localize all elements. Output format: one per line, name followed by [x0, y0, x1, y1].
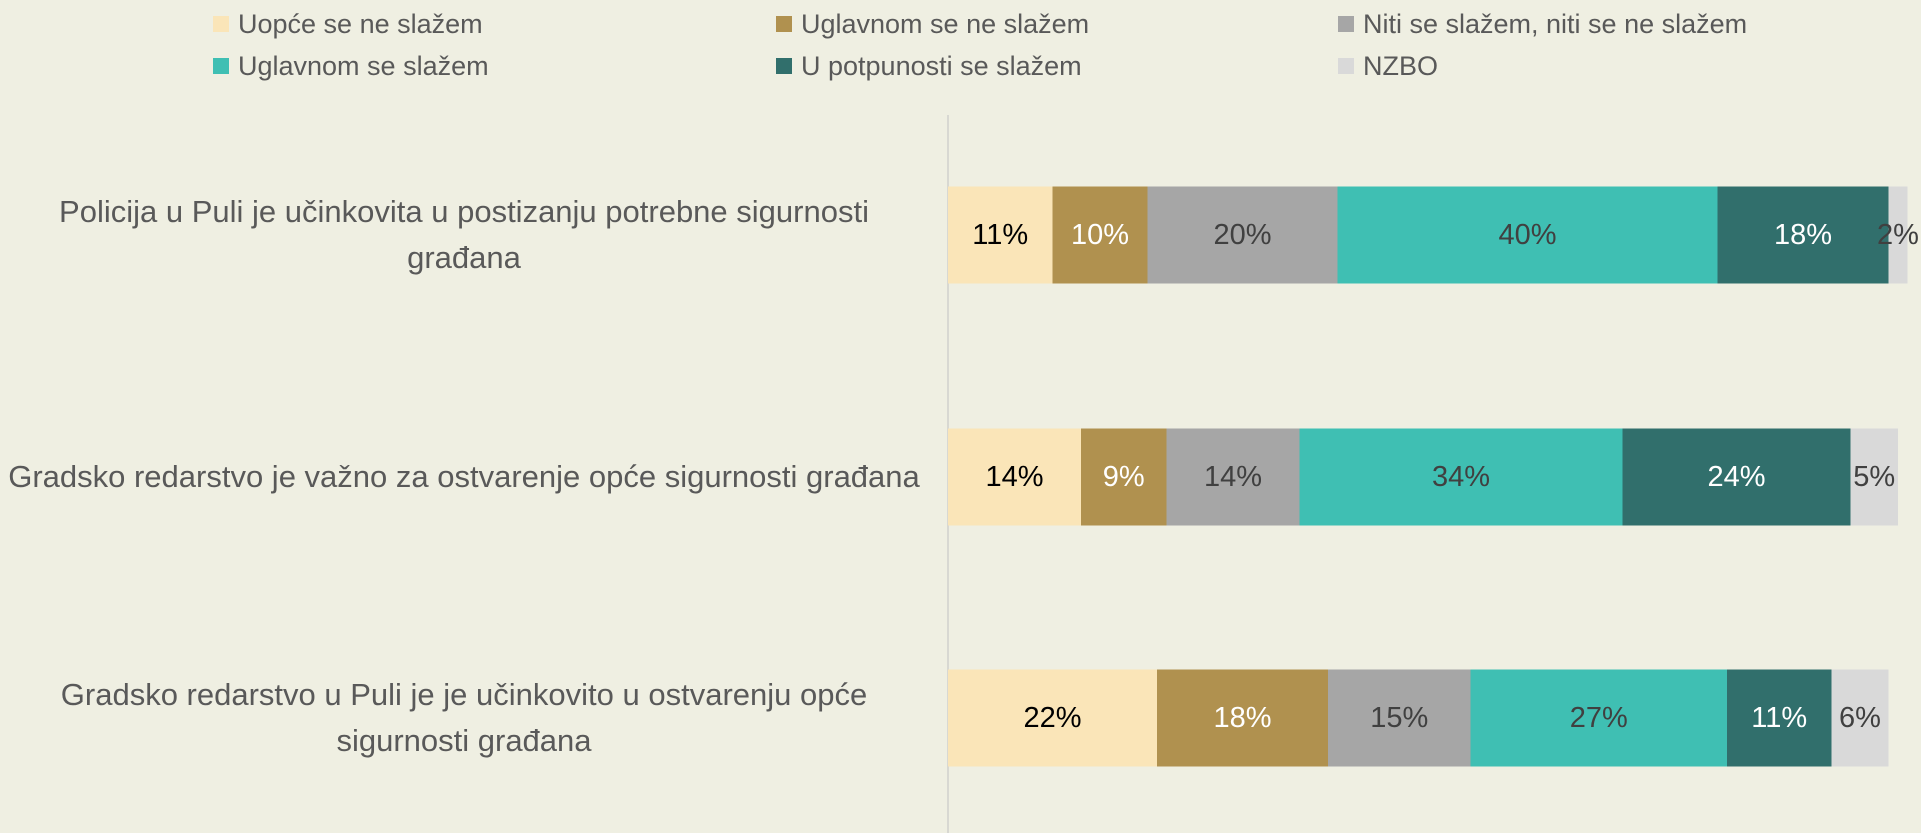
category-label: Gradsko redarstvo je važno za ostvarenje…	[8, 459, 920, 494]
bar-segment	[1888, 186, 1908, 284]
data-label: 11%	[972, 219, 1028, 251]
data-label: 34%	[1432, 461, 1490, 493]
data-label: 10%	[1071, 219, 1129, 251]
data-label: 15%	[1370, 702, 1428, 734]
category-label: Gradsko redarstvo u Puli je je učinkovit…	[60, 677, 868, 758]
legend-swatch	[1338, 58, 1354, 74]
legend-swatch	[776, 16, 792, 32]
category-label: Policija u Puli je učinkovita u postizan…	[59, 194, 869, 275]
bar-segment	[1147, 186, 1338, 284]
bar-segment	[1727, 669, 1832, 767]
data-label: 14%	[1204, 461, 1262, 493]
legend-label: U potpunosti se slažem	[801, 51, 1082, 81]
data-label: 14%	[985, 461, 1043, 493]
bar-segment	[1717, 186, 1889, 284]
bar-segment	[948, 669, 1157, 767]
bar-segment	[1622, 428, 1851, 526]
bar-segment	[1850, 428, 1898, 526]
data-label: 22%	[1023, 702, 1081, 734]
bar-segment	[1831, 669, 1889, 767]
bar-segment	[1470, 669, 1727, 767]
data-label: 9%	[1103, 461, 1145, 493]
legend-label: Uglavnom se slažem	[238, 51, 489, 81]
legend-swatch	[213, 16, 229, 32]
data-label: 40%	[1498, 219, 1556, 251]
legend-label: Niti se slažem, niti se ne slažem	[1363, 9, 1747, 39]
bar-segment	[948, 428, 1081, 526]
data-label: 18%	[1774, 219, 1832, 251]
data-label: 6%	[1839, 702, 1881, 734]
bar-segment	[1157, 669, 1328, 767]
legend-label: Uglavnom se ne slažem	[801, 9, 1089, 39]
legend-label: Uopće se ne slažem	[238, 9, 483, 39]
bar-segment	[1081, 428, 1167, 526]
data-label: 11%	[1751, 702, 1807, 734]
data-label: 5%	[1853, 461, 1895, 493]
legend-swatch	[776, 58, 792, 74]
data-label: 20%	[1213, 219, 1271, 251]
bar-segment	[1328, 669, 1471, 767]
legend-swatch	[1338, 16, 1354, 32]
legend-swatch	[213, 58, 229, 74]
data-label: 2%	[1877, 219, 1919, 251]
data-label: 27%	[1570, 702, 1628, 734]
data-label: 18%	[1213, 702, 1271, 734]
bar-segment	[1166, 428, 1300, 526]
bar-segment	[948, 186, 1053, 284]
bar-segment	[1337, 186, 1718, 284]
legend-label: NZBO	[1363, 51, 1438, 81]
bar-segment	[1299, 428, 1623, 526]
data-label: 24%	[1707, 461, 1765, 493]
bar-segment	[1052, 186, 1148, 284]
